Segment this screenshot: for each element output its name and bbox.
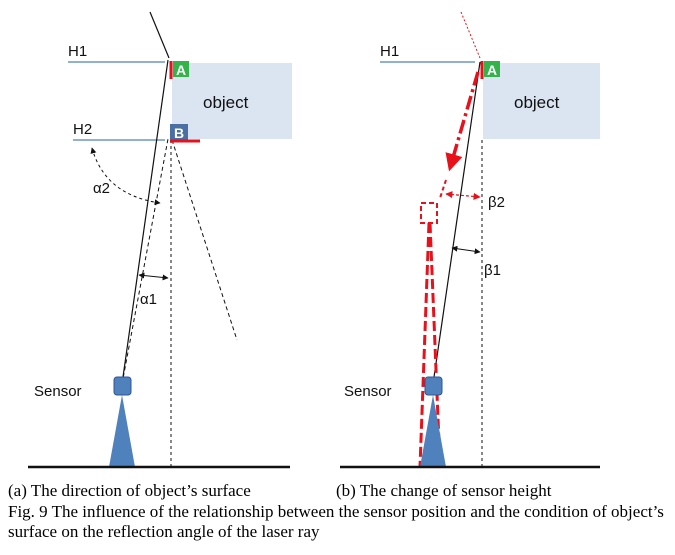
point-a-badge bbox=[484, 61, 500, 77]
point-b-badge bbox=[170, 124, 188, 140]
subcaption-b: (b) The change of sensor height bbox=[336, 481, 552, 500]
laser-ray-to-a bbox=[432, 61, 481, 385]
object-label: object bbox=[203, 93, 249, 112]
incoming-ray-upper bbox=[149, 11, 170, 59]
alpha2-arc bbox=[90, 147, 161, 206]
panel-a: object H1 H2 A B α2 α1 Sensor bbox=[28, 11, 292, 469]
diagram-figure: object H1 H2 A B α2 α1 Sensor object bbox=[28, 11, 600, 469]
sensor-label: Sensor bbox=[344, 383, 392, 400]
incoming-ray-upper bbox=[460, 11, 481, 59]
h1-label: H1 bbox=[68, 43, 87, 60]
sensor-head bbox=[113, 376, 132, 396]
beta2-label: β2 bbox=[488, 194, 505, 211]
beta1-label: β1 bbox=[484, 262, 501, 279]
object-label: object bbox=[514, 93, 560, 112]
object-box bbox=[483, 63, 600, 139]
raised-sensor-head bbox=[420, 202, 438, 224]
sensor-stand bbox=[420, 395, 446, 467]
raised-sensor-left bbox=[418, 222, 431, 468]
sensor-stand bbox=[109, 395, 135, 467]
sensor-head bbox=[424, 376, 443, 396]
panel-b: object H1 A β2 β1 Sensor bbox=[340, 11, 600, 469]
beta2-arrow bbox=[445, 190, 481, 201]
object-box bbox=[172, 63, 292, 139]
red-ray-from-a bbox=[445, 71, 480, 172]
h1-label: H1 bbox=[380, 43, 399, 60]
dashed-ray-to-b bbox=[121, 138, 169, 385]
h2-label: H2 bbox=[73, 121, 92, 138]
alpha1-arrow bbox=[138, 272, 169, 281]
beta1-arrow bbox=[451, 245, 481, 255]
figure-caption: Fig. 9 The influence of the relationship… bbox=[8, 502, 664, 541]
alpha2-label: α2 bbox=[93, 180, 110, 197]
point-a-badge bbox=[173, 61, 189, 77]
sensor-label: Sensor bbox=[34, 383, 82, 400]
laser-ray-to-a bbox=[121, 59, 169, 385]
reflected-ray-b bbox=[171, 139, 238, 341]
point-a-label: A bbox=[487, 62, 497, 78]
subcaption-a: (a) The direction of object’s surface bbox=[8, 481, 251, 500]
red-ray-lower bbox=[439, 179, 447, 199]
point-a-label: A bbox=[176, 62, 186, 78]
alpha1-label: α1 bbox=[140, 291, 157, 308]
point-b-label: B bbox=[174, 125, 184, 141]
